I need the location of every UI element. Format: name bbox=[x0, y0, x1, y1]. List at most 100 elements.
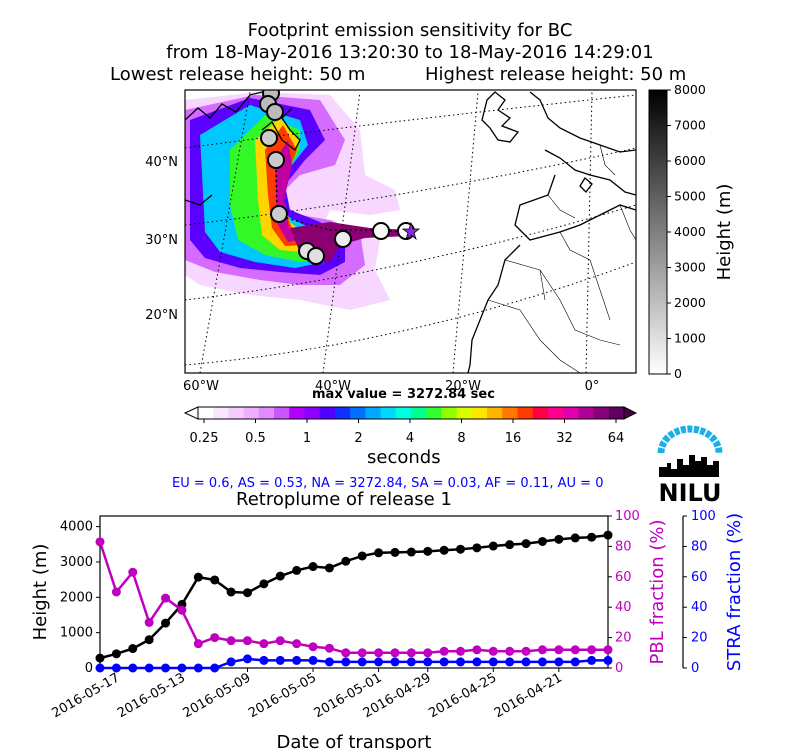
data-point bbox=[308, 562, 318, 572]
colorbar-segment bbox=[578, 407, 595, 419]
lat-label: 20°N bbox=[145, 308, 178, 323]
data-point bbox=[472, 543, 482, 553]
pbl-y-tick-label: 40 bbox=[615, 600, 632, 615]
height-colorbar-tick-label: 8000 bbox=[674, 82, 706, 97]
x-tick-label: 2016-05-13 bbox=[115, 670, 188, 721]
data-point bbox=[488, 646, 498, 656]
colorbar-segment bbox=[426, 407, 442, 419]
data-point bbox=[341, 556, 351, 566]
data-point bbox=[193, 639, 203, 649]
data-point bbox=[111, 587, 121, 597]
lon-label: 60°W bbox=[183, 379, 219, 394]
plot-area bbox=[99, 515, 609, 669]
height-colorbar-tick-label: 7000 bbox=[674, 118, 706, 133]
data-point bbox=[111, 663, 121, 673]
data-point bbox=[456, 646, 466, 656]
colorbar-segment bbox=[547, 407, 564, 419]
data-point bbox=[554, 534, 564, 544]
x-axis-label: Date of transport bbox=[277, 732, 432, 750]
max-value: max value = 3272.84 sec bbox=[312, 387, 495, 402]
data-point bbox=[161, 663, 171, 673]
data-point bbox=[226, 636, 236, 646]
data-point bbox=[439, 545, 449, 555]
colorbar-segment bbox=[487, 407, 503, 419]
sensitivity-tick-label: 4 bbox=[406, 431, 414, 446]
data-point bbox=[210, 575, 220, 585]
data-point bbox=[406, 648, 416, 658]
retroplume-title: Retroplume of release 1 bbox=[236, 489, 452, 510]
footprint-plume bbox=[185, 92, 410, 310]
data-point bbox=[537, 645, 547, 655]
colorbar-segment bbox=[532, 407, 549, 419]
data-point bbox=[521, 657, 531, 667]
sensitivity-tick-label: 0.25 bbox=[190, 431, 219, 446]
lowest-release-height: Lowest release height: 50 m bbox=[110, 64, 366, 85]
data-point bbox=[324, 563, 334, 573]
colorbar-segment bbox=[198, 407, 214, 419]
height-colorbar-ticks: 0 1000 2000 3000 4000 5000 6000 7000 8000 bbox=[667, 82, 706, 381]
stra-axis-label: STRA fraction (%) bbox=[724, 513, 745, 671]
data-point bbox=[324, 657, 334, 667]
data-point bbox=[390, 648, 400, 658]
x-tick-label: 2016-04-21 bbox=[492, 670, 565, 721]
sensitivity-tick-label: 32 bbox=[556, 431, 573, 446]
colorbar-segment bbox=[593, 407, 610, 419]
colorbar-segment bbox=[274, 407, 290, 419]
colorbar-segment bbox=[365, 407, 382, 419]
release-points bbox=[259, 90, 415, 265]
pbl-y-tick-label: 20 bbox=[615, 631, 632, 646]
colorbar-segment bbox=[395, 407, 412, 419]
pbl-y-tick-label: 100 bbox=[615, 509, 640, 524]
data-point bbox=[587, 645, 597, 655]
data-point bbox=[374, 648, 384, 658]
data-point bbox=[95, 653, 105, 663]
data-point bbox=[537, 657, 547, 667]
pbl-y-tick-label: 60 bbox=[615, 570, 632, 585]
data-point bbox=[406, 547, 416, 557]
colorbar-segment bbox=[456, 407, 473, 419]
data-point bbox=[603, 645, 613, 655]
release-point bbox=[266, 103, 284, 121]
sensitivity-colorbar bbox=[183, 406, 638, 420]
colorbar-segment bbox=[258, 407, 275, 419]
data-point bbox=[390, 657, 400, 667]
data-point bbox=[193, 572, 203, 582]
height-colorbar-tick-label: 6000 bbox=[674, 153, 706, 168]
colorbar-segment bbox=[471, 407, 488, 419]
data-point bbox=[488, 541, 498, 551]
highest-release-height: Highest release height: 50 m bbox=[425, 64, 687, 85]
data-point bbox=[570, 533, 580, 543]
data-point bbox=[95, 663, 105, 673]
colorbar-segment bbox=[608, 407, 625, 419]
lat-label: 40°N bbox=[145, 155, 178, 170]
data-point bbox=[488, 657, 498, 667]
data-point bbox=[259, 655, 269, 665]
release-point bbox=[267, 151, 285, 169]
colorbar-segment bbox=[334, 407, 351, 419]
data-point bbox=[374, 657, 384, 667]
stra-y-tick-label: 80 bbox=[691, 539, 708, 554]
data-point bbox=[603, 530, 613, 540]
data-point bbox=[275, 571, 285, 581]
data-point bbox=[472, 645, 482, 655]
data-point bbox=[587, 655, 597, 665]
x-tick-label: 2016-04-25 bbox=[426, 670, 499, 721]
nilu-logo-text: NILU bbox=[659, 479, 722, 505]
x-tick-labels: 2016-05-172016-05-132016-05-092016-05-05… bbox=[49, 668, 565, 721]
data-point bbox=[292, 565, 302, 575]
pbl-y-tick-label: 0 bbox=[615, 661, 623, 676]
series-right2 bbox=[95, 654, 613, 673]
map-frame bbox=[184, 89, 637, 374]
data-point bbox=[128, 663, 138, 673]
data-point bbox=[341, 648, 351, 658]
data-point bbox=[603, 655, 613, 665]
pbl-axis-label: PBL fraction (%) bbox=[647, 520, 668, 665]
sensitivity-tick-label: 1 bbox=[303, 431, 311, 446]
data-point bbox=[259, 579, 269, 589]
data-point bbox=[111, 649, 121, 659]
lon-label: 40°W bbox=[315, 379, 351, 394]
data-point bbox=[275, 655, 285, 665]
colorbar-segment bbox=[289, 407, 305, 419]
data-point bbox=[505, 657, 515, 667]
data-point bbox=[242, 588, 252, 598]
